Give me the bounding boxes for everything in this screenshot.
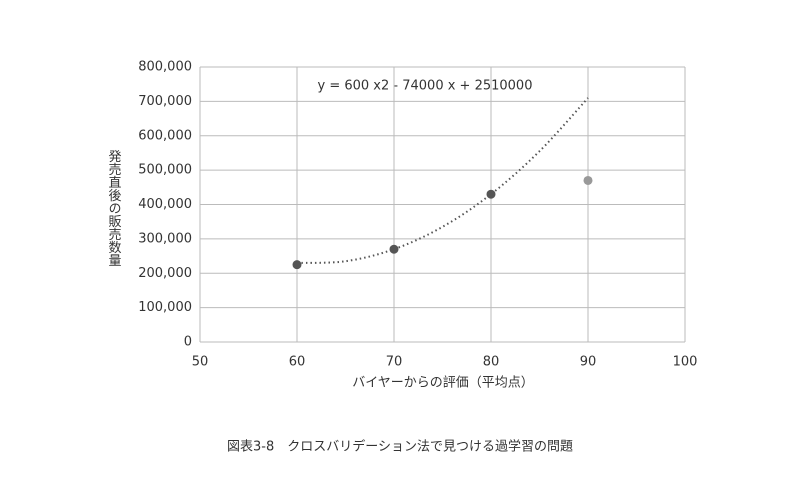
x-tick-label: 90 [580, 355, 597, 370]
y-tick-label: 0 [184, 335, 192, 350]
x-axis-label: バイヤーからの評価（平均点） [352, 376, 534, 391]
y-tick-label: 200,000 [138, 266, 192, 281]
y-tick-label: 500,000 [138, 163, 192, 178]
y-tick-label: 800,000 [138, 60, 192, 75]
y-tick-label: 400,000 [138, 197, 192, 212]
y-tick-label: 700,000 [138, 94, 192, 109]
y-tick-label: 100,000 [138, 300, 192, 315]
data-point [583, 175, 593, 185]
data-point [389, 244, 399, 254]
x-tick-label: 70 [386, 355, 403, 370]
x-tick-label: 60 [289, 355, 306, 370]
x-tick-label: 80 [483, 355, 500, 370]
x-tick-label: 50 [192, 355, 209, 370]
x-tick-label: 100 [673, 355, 698, 370]
caption: 図表3-8 クロスバリデーション法で見つける過学習の問題 [227, 439, 573, 455]
equation: y = 600 x2 - 74000 x + 2510000 [318, 79, 533, 94]
trendline [296, 97, 589, 264]
y-axis-label: 発売直後の販売数量 [106, 150, 122, 267]
y-tick-label: 600,000 [138, 128, 192, 143]
y-tick-label: 300,000 [138, 231, 192, 246]
data-point [292, 260, 302, 270]
data-point [486, 189, 496, 199]
